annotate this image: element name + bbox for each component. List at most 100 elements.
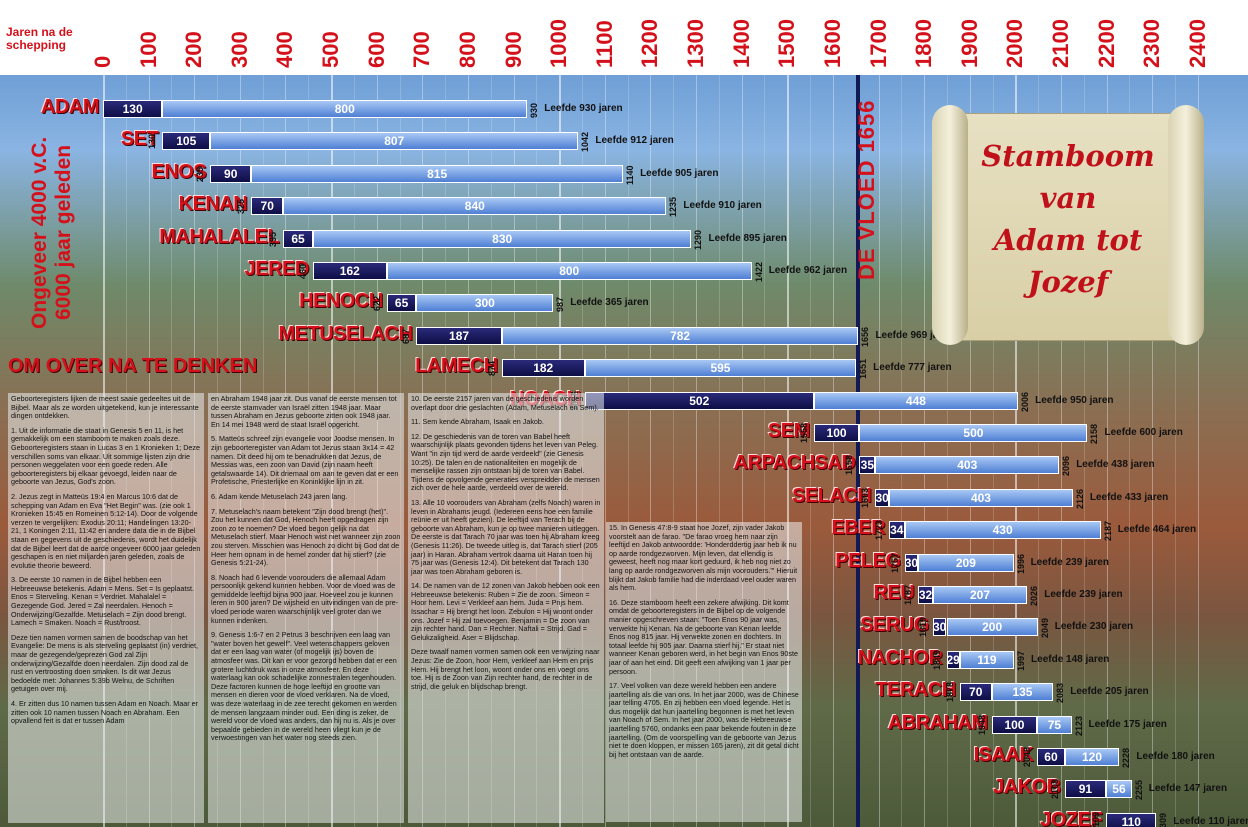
person-name: REU <box>873 582 915 604</box>
birth-year-label: 2199 <box>1091 811 1102 827</box>
birth-year-label: 874 <box>486 360 497 376</box>
death-year-label: 2126 <box>1074 488 1085 509</box>
bar-segment-before-firstborn: 100 <box>991 715 1038 734</box>
birth-year-label: 460 <box>297 263 308 279</box>
gridline <box>604 75 606 827</box>
bar-segment-before-firstborn: 100 <box>813 424 860 442</box>
birth-year-label: 1693 <box>860 487 871 508</box>
lifespan-label: Leefde 905 jaren <box>640 167 719 179</box>
lifespan-label: Leefde 930 jaren <box>544 103 623 114</box>
note-paragraph: 12. De geschiedenis van de toren van Bab… <box>411 431 600 493</box>
notes-column-2: en Abraham 1948 jaar zit. Dus vanaf de e… <box>208 393 404 823</box>
lifespan-label: Leefde 969 jaren <box>875 329 954 341</box>
note-paragraph: 6. Adam kende Metuselach 243 jaren lang. <box>211 491 348 501</box>
x-axis-band <box>0 0 1248 75</box>
birth-year-label: 1558 <box>798 422 809 444</box>
lifespan-label: Leefde 962 jaren <box>768 265 848 276</box>
birth-year-label: 1787 <box>903 584 914 606</box>
notes-heading: OM OVER NA TE DENKEN <box>8 355 258 377</box>
title-line-2: van <box>1039 181 1097 215</box>
bar-segment-remaining-life: 56 <box>1106 780 1132 799</box>
note-paragraph: 17. Veel volken van deze wereld hebben e… <box>609 681 799 759</box>
gridline-minor <box>1129 75 1131 827</box>
bar-segment-before-firstborn: 182 <box>501 359 585 378</box>
flood-annotation: DE VLOED 1656 <box>854 99 879 281</box>
death-year-label: 1235 <box>668 197 679 218</box>
note-paragraph: 5. Matteüs schreef zijn evangelie voor J… <box>211 434 399 487</box>
bar-segment-before-firstborn: 32 <box>918 586 933 604</box>
death-year-label: 1651 <box>858 359 869 380</box>
bar-segment-remaining-life: 800 <box>162 100 528 118</box>
gridline <box>1106 75 1108 827</box>
bar-segment-remaining-life: 800 <box>386 262 752 280</box>
bar-segment-remaining-life: 209 <box>918 553 1014 572</box>
bar-segment-before-firstborn: 162 <box>312 262 387 280</box>
death-year-label: 2187 <box>1102 521 1113 542</box>
death-year-label: 1997 <box>1016 650 1027 671</box>
bar-segment-before-firstborn: 90 <box>210 164 252 183</box>
gridline-minor <box>627 75 629 827</box>
lifespan-label: Leefde 175 jaren <box>1088 718 1167 730</box>
lifespan-label: Leefde 205 jaren <box>1070 686 1149 698</box>
note-paragraph: 1. Uit de informatie die staat in Genesi… <box>11 425 200 487</box>
birth-year-label: 2048 <box>1022 746 1033 768</box>
lifespan-label: Leefde 230 jaren <box>1054 621 1134 633</box>
note-paragraph: 10. De eerste 2157 jaren van de geschied… <box>411 394 599 412</box>
bar-segment-before-firstborn: 502 <box>584 391 814 410</box>
gridline-minor <box>764 75 766 827</box>
person-name: SERUG <box>860 614 929 637</box>
gridline-minor <box>901 75 903 827</box>
bar-segment-before-firstborn: 30 <box>875 488 890 507</box>
x-tick-label: 2400 <box>1184 19 1210 68</box>
gridline <box>924 75 926 827</box>
death-year-label: 1996 <box>1015 553 1026 574</box>
bar-segment-remaining-life: 430 <box>904 521 1101 540</box>
person-name: LAMECH <box>415 355 498 378</box>
bar-segment-before-firstborn: 29 <box>946 650 960 669</box>
birth-year-label: 395 <box>268 231 279 247</box>
birth-year-label: 1878 <box>944 682 955 703</box>
birth-year-label: 130 <box>147 133 158 149</box>
gridline-minor <box>718 75 720 827</box>
bar-segment-remaining-life: 807 <box>210 132 579 151</box>
bar-segment-remaining-life: 120 <box>1064 748 1120 766</box>
birth-year-label: 2108 <box>1049 779 1060 800</box>
gridline <box>1197 75 1199 827</box>
note-paragraph: 4. Er zitten dus 10 namen tussen Adam en… <box>11 699 198 726</box>
bar-segment-before-firstborn: 70 <box>959 683 992 702</box>
death-year-label: 2083 <box>1055 683 1066 704</box>
notes-column-1: Geboorteregisters lijken de meest saaie … <box>8 393 204 823</box>
bar-segment-before-firstborn: 70 <box>251 197 284 216</box>
person-name: JOZEF <box>1040 808 1103 827</box>
lifespan-label: Leefde 110 jaren <box>1173 815 1248 827</box>
gridline <box>1015 75 1018 827</box>
bar-segment-before-firstborn: 35 <box>859 456 876 475</box>
title-line-1: Stamboom <box>981 139 1155 173</box>
note-paragraph: 8. Noach had 6 levende voorouders die al… <box>211 572 398 625</box>
birth-year-label: 1819 <box>917 617 928 638</box>
death-year-label: 1290 <box>693 229 704 250</box>
person-name: MAHALALEL <box>159 225 280 248</box>
bar-segment-remaining-life: 207 <box>932 586 1028 604</box>
birth-year-label: 687 <box>401 328 412 344</box>
note-paragraph: 3. De eerste 10 namen in de Bijbel hebbe… <box>11 575 194 628</box>
scroll-rod-left <box>932 105 968 345</box>
person-name: NACHOR <box>857 646 943 669</box>
bar-segment-before-firstborn: 30 <box>904 553 919 572</box>
death-year-label: 2158 <box>1089 423 1100 445</box>
gridline <box>741 75 743 827</box>
gridline <box>832 75 834 827</box>
notes-column-4: 15. In Genesis 47:8-9 staat hoe Jozef, z… <box>606 522 802 822</box>
lifespan-label: Leefde 464 jaren <box>1117 524 1197 536</box>
gridline-minor <box>855 75 857 827</box>
bar-segment-remaining-life: 135 <box>991 683 1054 702</box>
bar-segment-remaining-life: 75 <box>1037 715 1072 734</box>
person-name: ARPACHSAD <box>733 452 856 475</box>
birth-year-label: 1757 <box>889 552 900 573</box>
person-name: PELEG <box>835 549 901 572</box>
lifespan-label: Leefde 438 jaren <box>1076 459 1155 471</box>
lifespan-label: Leefde 365 jaren <box>570 297 649 309</box>
gridline <box>1061 75 1063 827</box>
title-line-4: Jozef <box>1027 265 1109 299</box>
gridline-minor <box>810 75 812 827</box>
